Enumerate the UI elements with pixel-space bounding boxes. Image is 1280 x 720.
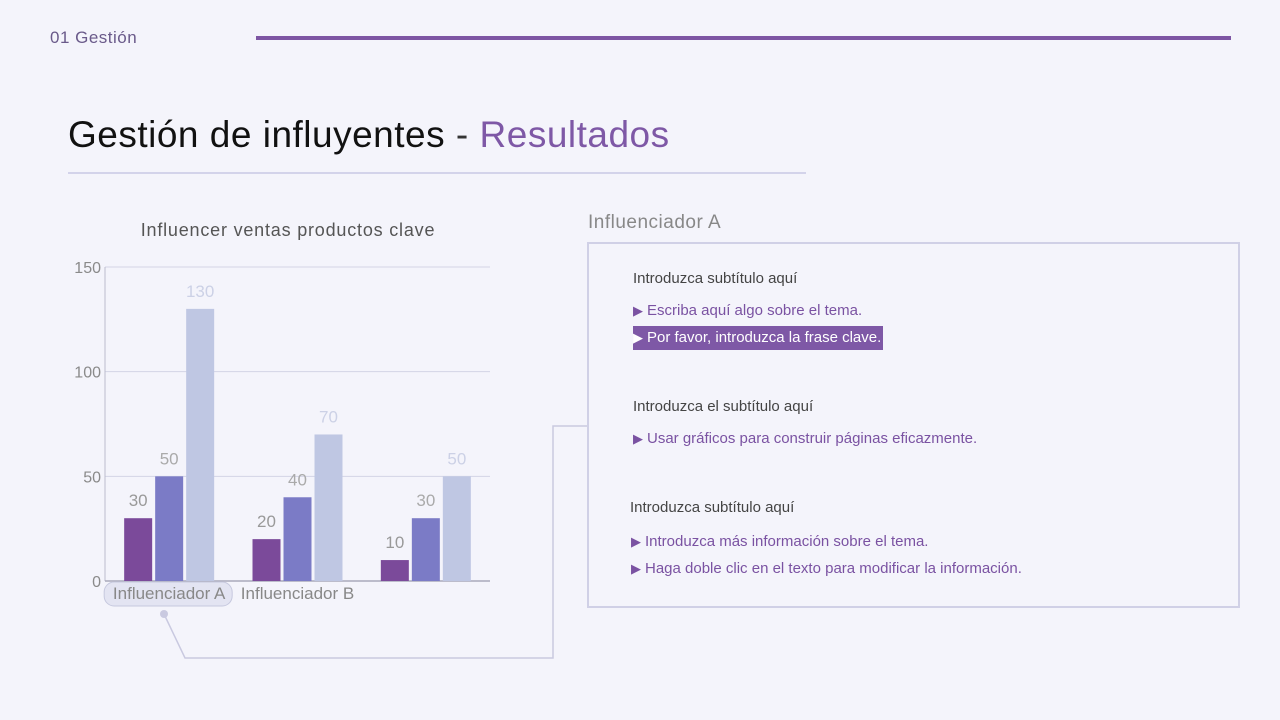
bar	[155, 476, 184, 581]
panel-label: Influenciador A	[588, 212, 722, 233]
header-divider	[256, 36, 1231, 40]
bullet-item[interactable]: ▶ Introduzca más información sobre el tem…	[631, 530, 930, 554]
x-tick-label: Influenciador A	[113, 584, 226, 603]
data-label: 20	[257, 512, 276, 531]
y-tick-label: 150	[74, 260, 101, 277]
subtitle-1: Introduzca subtítulo aquí	[633, 270, 798, 287]
title-accent: Resultados	[479, 114, 670, 155]
info-panel	[587, 242, 1240, 608]
play-icon: ▶	[633, 330, 643, 345]
subtitle-2: Introduzca el subtítulo aquí	[633, 398, 814, 415]
data-label: 70	[319, 407, 338, 426]
page-title: Gestión de influyentes - Resultados	[68, 114, 670, 156]
y-tick-label: 100	[74, 365, 101, 382]
play-icon: ▶	[631, 534, 641, 549]
bar	[442, 476, 471, 581]
bullet-item[interactable]: ▶ Usar gráficos para construir páginas ef…	[633, 427, 979, 451]
data-label: 10	[385, 533, 404, 552]
data-label: 30	[129, 491, 148, 510]
play-icon: ▶	[633, 431, 643, 446]
x-label-highlight	[103, 581, 233, 607]
bar	[124, 518, 153, 581]
title-separator: -	[455, 114, 469, 155]
data-label: 130	[186, 282, 214, 301]
data-label: 50	[447, 449, 466, 468]
data-label: 40	[288, 470, 307, 489]
data-label: 30	[416, 491, 435, 510]
chart-title: Influencer ventas productos clave	[140, 220, 436, 240]
bar	[252, 539, 281, 581]
bar	[314, 434, 343, 581]
y-tick-label: 50	[83, 469, 101, 486]
play-icon: ▶	[633, 303, 643, 318]
bullet-item[interactable]: ▶ Haga doble clic en el texto para modifi…	[631, 557, 1024, 581]
bullet-item[interactable]: ▶ Escriba aquí algo sobre el tema.	[633, 299, 864, 323]
subtitle-3: Introduzca subtítulo aquí	[630, 499, 795, 516]
bar	[186, 308, 215, 581]
bar	[380, 560, 409, 581]
data-label: 50	[160, 449, 179, 468]
callout-connector	[160, 425, 587, 659]
play-icon: ▶	[631, 561, 641, 576]
bar	[411, 518, 440, 581]
section-label: 01 Gestión	[50, 28, 138, 47]
title-divider	[68, 172, 806, 174]
y-tick-label: 0	[92, 574, 101, 591]
bar-chart: 0 50 100 150 30 50 130 Influenciador A 20 40 70 Inf…	[74, 260, 490, 607]
x-tick-label: Influenciador B	[241, 584, 354, 603]
bullet-item-selected[interactable]: ▶ Por favor, introduzca la frase clave.	[633, 326, 884, 350]
title-main: Gestión de influyentes	[68, 114, 446, 155]
bar	[283, 497, 312, 581]
